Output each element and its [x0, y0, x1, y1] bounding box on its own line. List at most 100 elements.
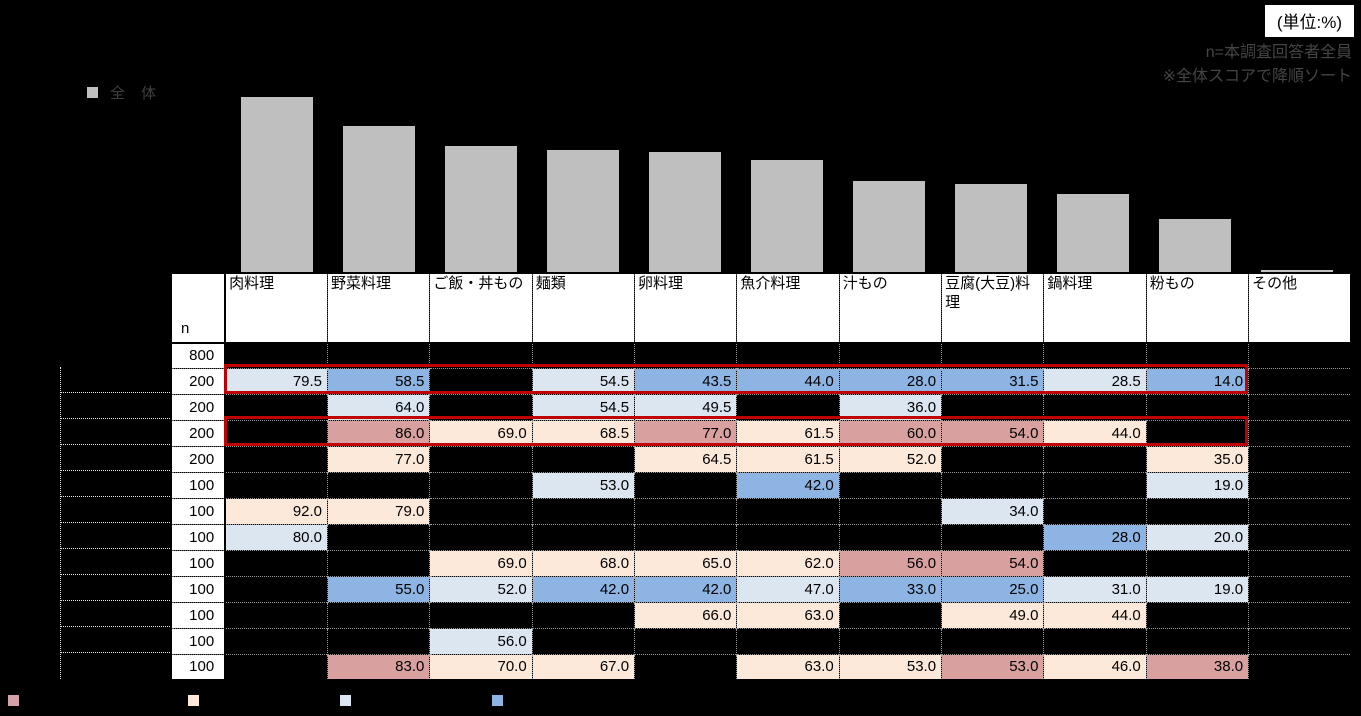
- bar: [1261, 270, 1333, 272]
- score-cell: [327, 627, 431, 654]
- gutter-line: [60, 548, 172, 549]
- score-cell: [634, 342, 738, 368]
- gutter-line: [60, 626, 172, 627]
- score-cell: 80.0: [224, 523, 329, 550]
- score-cell: 63.0: [736, 601, 840, 628]
- score-cell: 86.0: [327, 419, 431, 446]
- score-cell: 69.0: [429, 419, 533, 446]
- n-cell: 200: [171, 419, 227, 446]
- score-cell: [1248, 471, 1352, 498]
- score-cell: 28.0: [1043, 523, 1147, 550]
- score-cell: 70.0: [429, 653, 533, 680]
- score-cell: 68.0: [531, 549, 636, 576]
- table-row: 100 83.0 70.0 67.0 63.0 53.0 53.0 46.0 38.0: [171, 653, 1352, 680]
- n-cell: 100: [171, 497, 227, 524]
- score-cell: [1145, 393, 1250, 420]
- n-cell: 800: [171, 342, 227, 368]
- score-cell: [224, 627, 329, 654]
- unit-label-box: (単位:%): [1262, 3, 1356, 39]
- score-cell: [429, 367, 533, 394]
- score-cell: [1043, 445, 1147, 472]
- gutter-line: [60, 470, 172, 471]
- score-cell: 53.0: [941, 653, 1045, 680]
- score-cell: [838, 342, 943, 368]
- score-cell: 25.0: [941, 575, 1045, 602]
- column-header: 汁もの: [838, 273, 943, 344]
- score-cell: [1248, 419, 1352, 446]
- score-cell: 77.0: [327, 445, 431, 472]
- score-cell: 52.0: [838, 445, 943, 472]
- score-cell: 53.0: [838, 653, 943, 680]
- score-cell: [1145, 419, 1250, 446]
- score-cell: [224, 342, 329, 368]
- table-row: 100 55.0 52.0 42.0 42.0 47.0 33.0 25.0 31.0 19.0: [171, 575, 1352, 602]
- score-cell: [1248, 393, 1352, 420]
- bar: [343, 126, 415, 272]
- score-cell: [941, 393, 1045, 420]
- score-cell: [941, 342, 1045, 368]
- n-column-header: n: [170, 273, 227, 344]
- score-cell: 56.0: [429, 627, 533, 654]
- score-cell: [1248, 342, 1352, 368]
- score-cell: 34.0: [941, 497, 1045, 524]
- score-cell: 44.0: [736, 367, 840, 394]
- score-cell: 79.0: [327, 497, 431, 524]
- score-cell: [429, 523, 533, 550]
- score-cell: 65.0: [634, 549, 738, 576]
- score-cell: [327, 549, 431, 576]
- score-cell: [327, 471, 431, 498]
- score-cell: [327, 342, 431, 368]
- n-cell: 100: [171, 575, 227, 602]
- peach-swatch: [188, 695, 199, 706]
- score-cell: [634, 471, 738, 498]
- note-respondents: n=本調査回答者全員: [1205, 44, 1352, 61]
- score-cell: 19.0: [1145, 471, 1250, 498]
- data-table-wrap: n 肉料理 野菜料理 ご飯・丼もの 麺類 卵料理 魚介料理 汁もの 豆腐(大豆)料理 鍋料理 粉も…: [170, 272, 1352, 681]
- table-row: 100 53.0 42.0 19.0: [171, 471, 1352, 498]
- bar: [1057, 194, 1129, 272]
- score-cell: [838, 471, 943, 498]
- score-cell: 14.0: [1145, 367, 1250, 394]
- column-header: ご飯・丼もの: [429, 273, 533, 344]
- score-cell: [224, 575, 329, 602]
- score-cell: [327, 601, 431, 628]
- score-cell: 44.0: [1043, 419, 1147, 446]
- column-header: 豆腐(大豆)料理: [941, 273, 1045, 344]
- gutter-line: [60, 392, 172, 393]
- score-cell: 52.0: [429, 575, 533, 602]
- n-cell: 100: [171, 523, 227, 550]
- score-cell: [736, 627, 840, 654]
- score-cell: [327, 523, 431, 550]
- score-cell: [224, 471, 329, 498]
- score-cell: 42.0: [634, 575, 738, 602]
- score-cell: 31.0: [1043, 575, 1147, 602]
- score-cell: 64.5: [634, 445, 738, 472]
- column-header: 野菜料理: [327, 273, 431, 344]
- bar: [853, 181, 925, 272]
- unit-label: (単位:%): [1276, 13, 1342, 32]
- score-cell: [1145, 342, 1250, 368]
- score-cell: [1248, 575, 1352, 602]
- score-cell: 44.0: [1043, 601, 1147, 628]
- score-cell: 54.5: [531, 393, 636, 420]
- score-cell: 61.5: [736, 419, 840, 446]
- score-cell: [634, 627, 738, 654]
- score-cell: [838, 627, 943, 654]
- score-cell: 55.0: [327, 575, 431, 602]
- score-cell: 20.0: [1145, 523, 1250, 550]
- score-cell: 66.0: [634, 601, 738, 628]
- bar: [955, 184, 1027, 272]
- score-cell: [429, 601, 533, 628]
- score-cell: 38.0: [1145, 653, 1250, 680]
- score-cell: [429, 342, 533, 368]
- note-sort-order: ※全体スコアで降順ソート: [1162, 68, 1352, 85]
- score-cell: 54.5: [531, 367, 636, 394]
- score-cell: [634, 523, 738, 550]
- score-cell: [224, 601, 329, 628]
- score-cell: 53.0: [531, 471, 636, 498]
- score-cell: [1248, 523, 1352, 550]
- n-cell: 200: [171, 393, 227, 420]
- score-cell: 46.0: [1043, 653, 1147, 680]
- score-cell: [1043, 342, 1147, 368]
- gutter-line: [60, 418, 172, 419]
